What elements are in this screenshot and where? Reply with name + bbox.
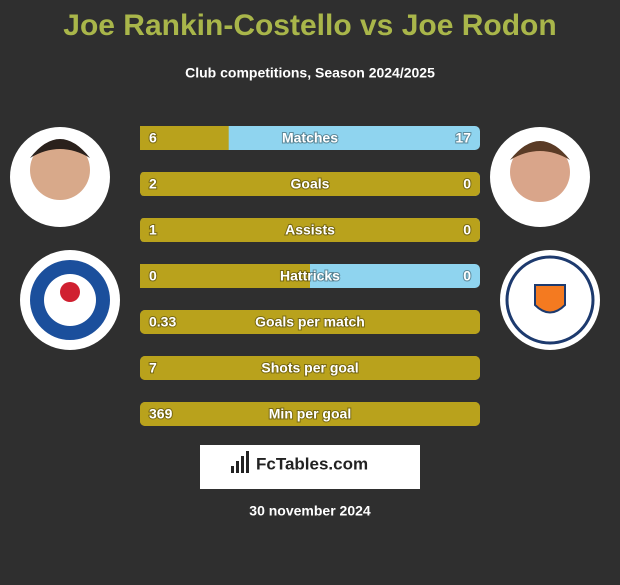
bar-left-cap: [140, 218, 146, 242]
bar-left-cap: [140, 172, 146, 196]
brand-icon: [231, 451, 249, 473]
club-logos: [20, 250, 600, 350]
bar-left-cap: [140, 126, 146, 150]
bar-left: [140, 126, 229, 150]
icon-bar: [231, 466, 234, 473]
left-value: 7: [149, 360, 157, 376]
date: 30 november 2024: [249, 503, 371, 519]
right-value: 0: [463, 222, 471, 238]
right-value: 0: [463, 176, 471, 192]
left-value: 1: [149, 222, 157, 238]
left-value: 0.33: [149, 314, 176, 330]
title: Joe Rankin-Costello vs Joe Rodon: [63, 9, 556, 42]
subtitle: Club competitions, Season 2024/2025: [185, 65, 435, 81]
stat-label: Shots per goal: [261, 360, 358, 376]
stat-label: Goals per match: [255, 314, 365, 330]
brand: FcTables.com: [256, 454, 368, 473]
left-value: 2: [149, 176, 157, 192]
stat-label: Matches: [282, 130, 338, 146]
right-value: 0: [463, 268, 471, 284]
bar-left: [140, 264, 310, 288]
bar-left-cap: [140, 264, 146, 288]
bar-left: [140, 218, 480, 242]
icon-bar: [236, 461, 239, 473]
hair: [510, 141, 570, 160]
face: [510, 142, 570, 202]
stat-label: Assists: [285, 222, 335, 238]
icon-bar: [241, 456, 244, 473]
bar-left: [140, 172, 480, 196]
face: [30, 140, 90, 200]
right-value: 17: [455, 130, 471, 146]
hair: [30, 139, 90, 158]
stat-label: Hattricks: [280, 268, 340, 284]
left-value: 6: [149, 130, 157, 146]
bar-left: [140, 356, 480, 380]
stat-label: Min per goal: [269, 406, 351, 422]
logo-ring: [505, 255, 595, 345]
left-value: 369: [149, 406, 173, 422]
logo-shield: [534, 284, 566, 314]
icon-bar: [246, 451, 249, 473]
player-photos: [10, 127, 590, 227]
bar-left: [140, 310, 480, 334]
stat-label: Goals: [291, 176, 330, 192]
left-value: 0: [149, 268, 157, 284]
logo-rose: [60, 282, 80, 302]
bar-left: [140, 402, 480, 426]
stat-rows: Matches 6 17 Goals 2 0 Assists 1 0 Hattricks 0 0 Goa…: [140, 126, 480, 426]
